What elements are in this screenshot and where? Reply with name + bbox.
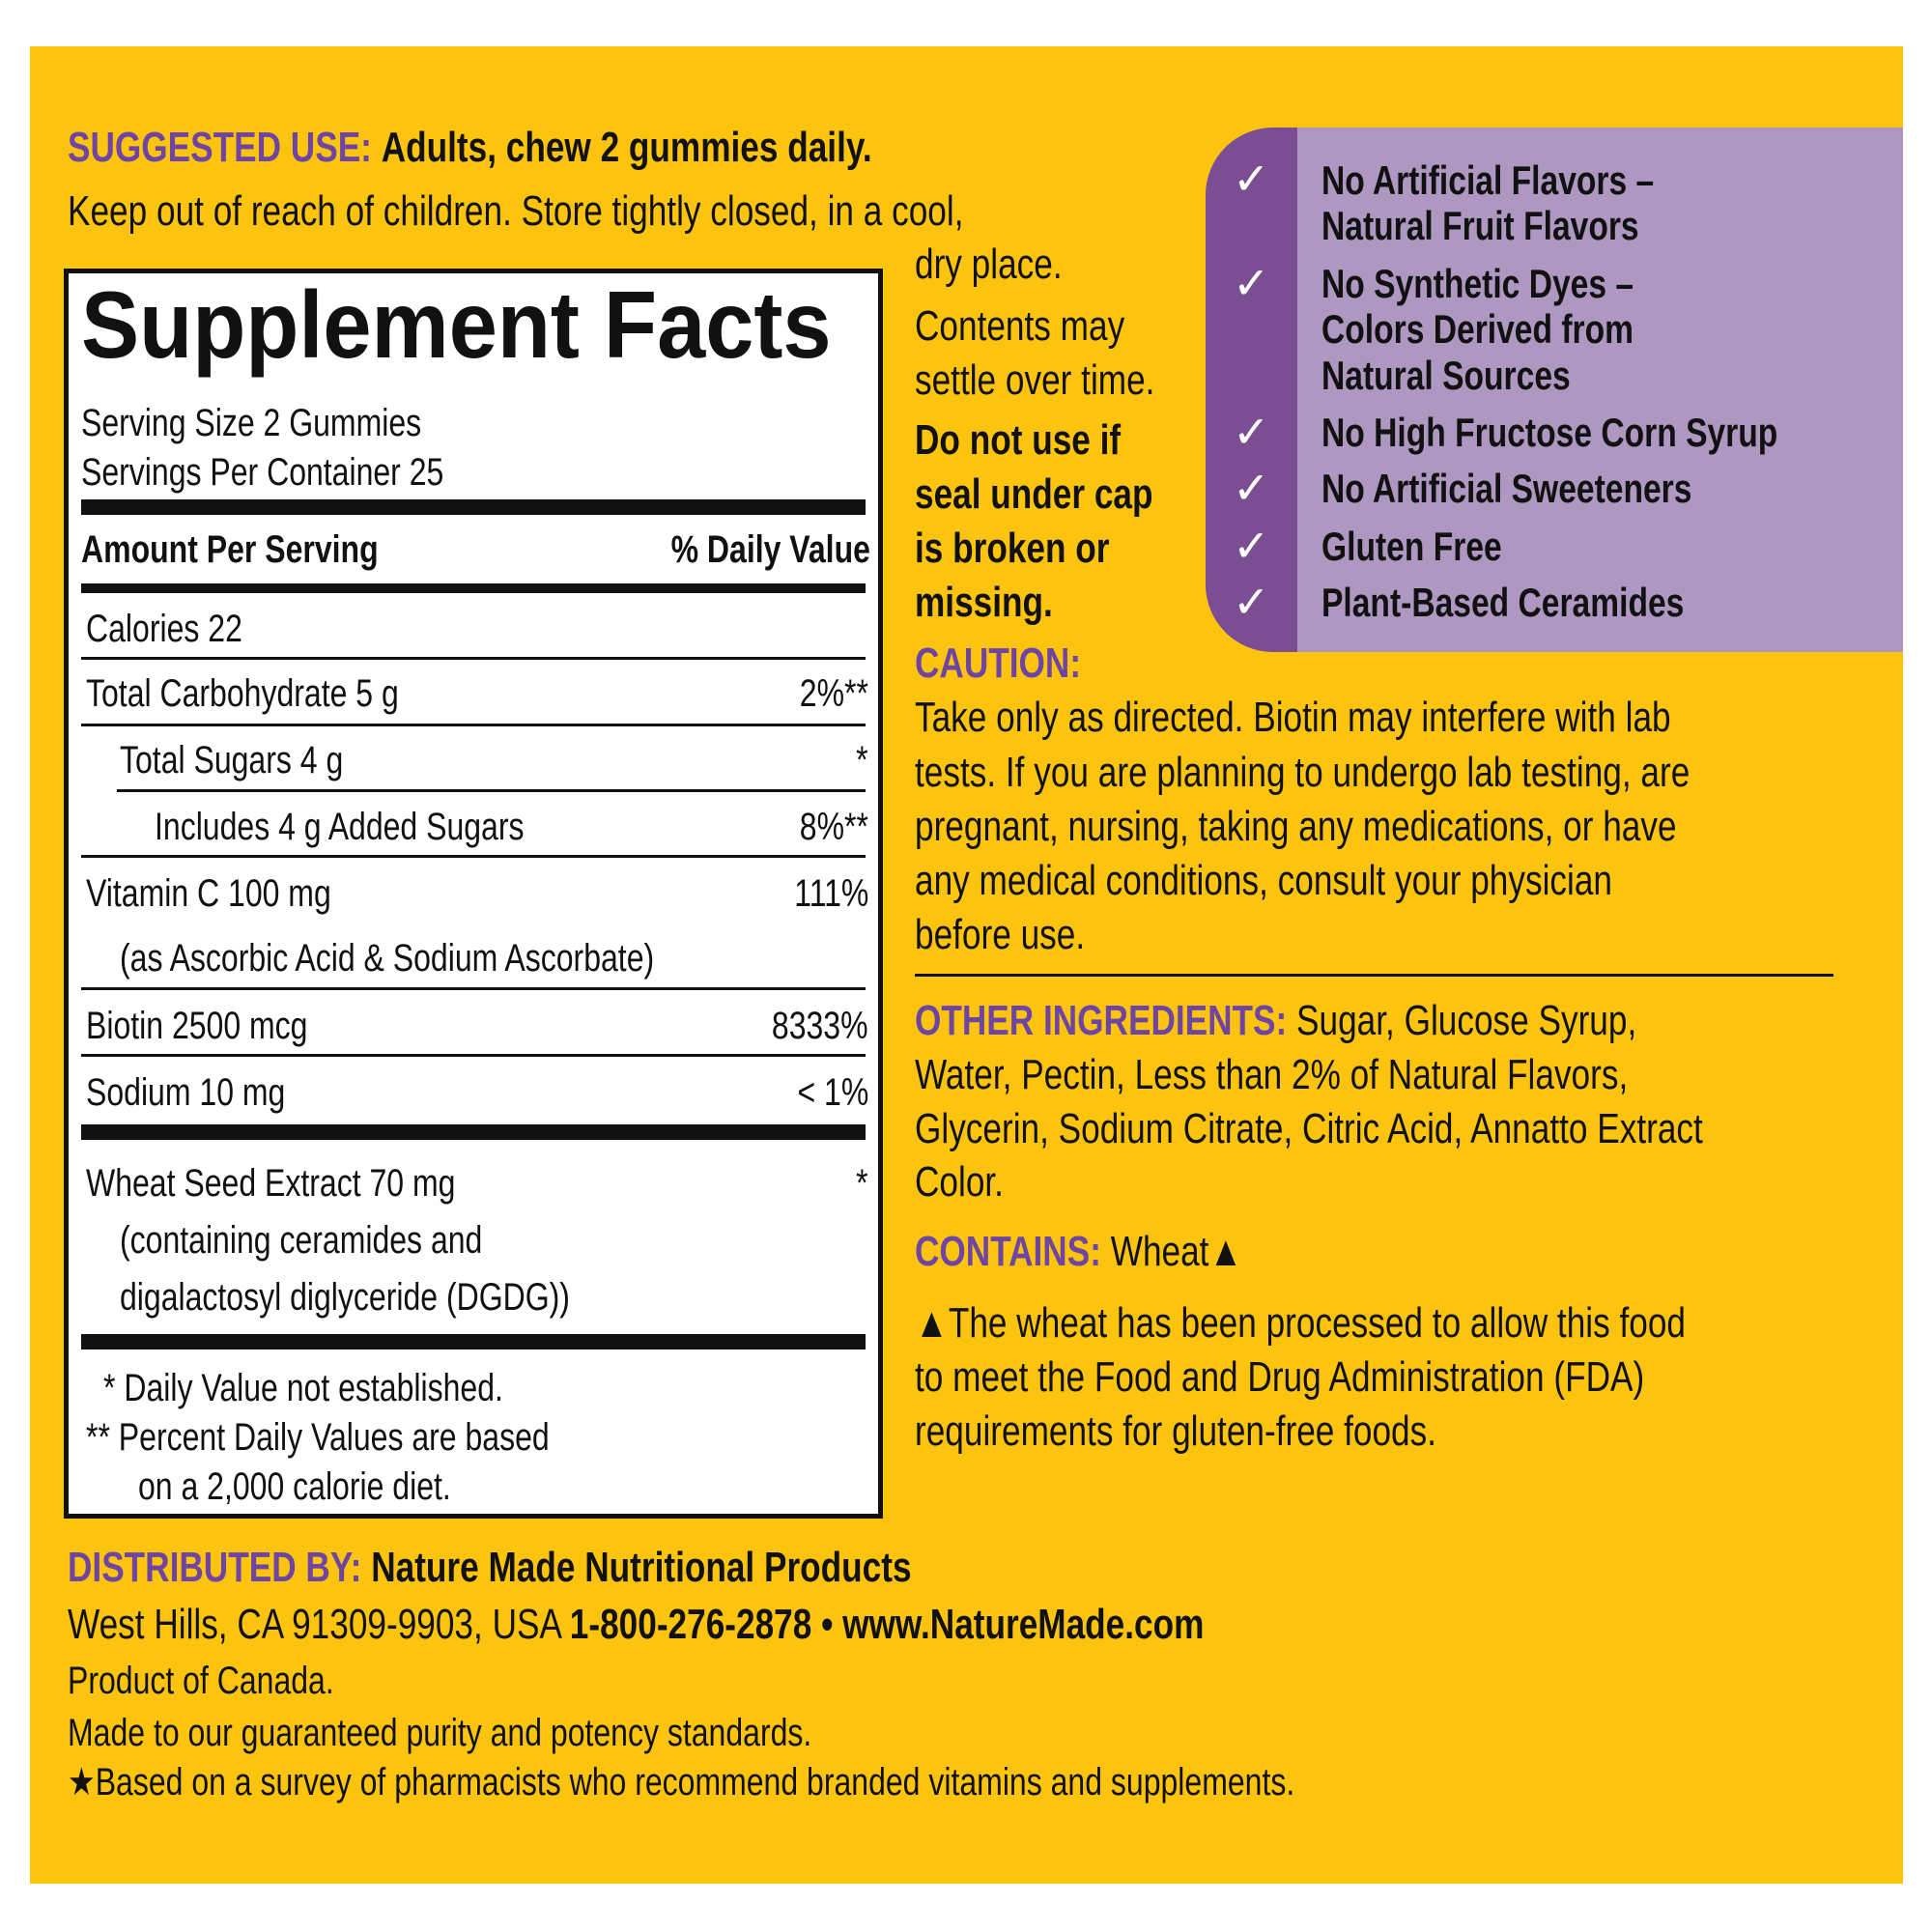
purity-statement: Made to our guaranteed purity and potenc… <box>68 1712 812 1754</box>
wheat-note: requirements for gluten-free foods. <box>915 1407 1437 1455</box>
check-icon: ✓ <box>1233 462 1270 514</box>
other-ingredients-text: Color. <box>915 1158 1004 1206</box>
row-added-sugars-dv: 8%** <box>799 806 868 848</box>
dv-header: % Daily Value <box>670 528 870 571</box>
divider <box>81 987 866 990</box>
wheat-note: ▲The wheat has been processed to allow t… <box>915 1299 1686 1347</box>
claim-text: Natural Sources <box>1321 353 1571 398</box>
divider <box>117 789 866 792</box>
caution-text: tests. If you are planning to undergo la… <box>915 749 1690 796</box>
other-ingredients-text: Water, Pectin, Less than 2% of Natural F… <box>915 1051 1629 1098</box>
check-icon: ✓ <box>1233 576 1270 628</box>
row-calories: Calories 22 <box>86 608 242 650</box>
suggested-use-text: Adults, chew 2 gummies daily. <box>381 124 872 171</box>
row-vitamin-c-source: (as Ascorbic Acid & Sodium Ascorbate) <box>120 937 655 980</box>
check-icon: ✓ <box>1233 257 1270 309</box>
footnote-2: ** Percent Daily Values are based <box>86 1416 550 1459</box>
check-icon: ✓ <box>1233 520 1270 572</box>
survey-footnote: ★Based on a survey of pharmacists who re… <box>68 1761 1295 1804</box>
address-line: West Hills, CA 91309-9903, USA 1-800-276… <box>68 1604 1204 1646</box>
serving-size: Serving Size 2 Gummies <box>81 402 422 444</box>
contains: CONTAINS: Wheat▲ <box>915 1231 1242 1273</box>
row-carbohydrate-dv: 2%** <box>799 672 868 715</box>
divider <box>81 855 866 858</box>
other-ingredients-text: Glycerin, Sodium Citrate, Citric Acid, A… <box>915 1105 1703 1152</box>
address: West Hills, CA 91309-9903, USA <box>68 1601 570 1648</box>
check-icon: ✓ <box>1233 153 1270 205</box>
other-ingredients-label: OTHER INGREDIENTS: <box>915 997 1288 1044</box>
claim-text: No High Fructose Corn Syrup <box>1321 410 1778 455</box>
row-wheat-seed-extract: Wheat Seed Extract 70 mg <box>86 1162 456 1205</box>
caution-text: Take only as directed. Biotin may interf… <box>915 694 1671 741</box>
row-sodium-dv: < 1% <box>797 1071 868 1114</box>
contains-text: Wheat▲ <box>1110 1228 1243 1275</box>
row-sodium: Sodium 10 mg <box>86 1071 286 1114</box>
caution-text: pregnant, nursing, taking any medication… <box>915 803 1677 850</box>
caution-text: any medical conditions, consult your phy… <box>915 857 1612 904</box>
divider-medium <box>81 583 866 593</box>
servings-per-container: Servings Per Container 25 <box>81 451 444 494</box>
section-divider <box>915 974 1833 977</box>
seal-warning: seal under cap <box>915 470 1153 518</box>
divider <box>81 657 866 660</box>
row-biotin: Biotin 2500 mcg <box>86 1005 308 1047</box>
distributed-label: DISTRIBUTED BY: <box>68 1544 362 1591</box>
phone-website: 1-800-276-2878 • www.NatureMade.com <box>569 1601 1205 1648</box>
suggested-use: SUGGESTED USE: Adults, chew 2 gummies da… <box>68 127 872 169</box>
divider <box>81 1054 866 1057</box>
footnote-1: * Daily Value not established. <box>103 1367 503 1409</box>
caution-label: CAUTION: <box>915 639 1082 687</box>
row-vitamin-c: Vitamin C 100 mg <box>86 872 331 915</box>
storage-text-cont: dry place. <box>915 241 1063 288</box>
seal-warning: is broken or <box>915 525 1110 572</box>
claims-panel: ✓ ✓ ✓ ✓ ✓ ✓ No Artificial Flavors – Natu… <box>1206 128 1903 652</box>
claim-text: No Artificial Sweeteners <box>1321 466 1692 511</box>
other-ingredients-text: Sugar, Glucose Syrup, <box>1296 997 1637 1044</box>
claim-text: No Artificial Flavors – <box>1321 157 1655 203</box>
amount-header: Amount Per Serving <box>81 528 379 571</box>
row-wheat-sub2: digalactosyl diglyceride (DGDG)) <box>120 1276 570 1319</box>
claims-strip <box>1206 128 1297 652</box>
row-carbohydrate: Total Carbohydrate 5 g <box>86 672 399 715</box>
row-total-sugars-dv: * <box>856 739 868 781</box>
supplement-facts-panel: Supplement Facts Serving Size 2 Gummies … <box>64 269 883 1519</box>
divider-thick <box>81 499 866 515</box>
check-icon: ✓ <box>1233 406 1270 458</box>
company-name: Nature Made Nutritional Products <box>371 1544 912 1591</box>
footnote-3: on a 2,000 calorie diet. <box>138 1465 451 1508</box>
row-wheat-seed-extract-dv: * <box>856 1162 868 1205</box>
claim-text: Plant-Based Ceramides <box>1321 580 1685 625</box>
settle-text: Contents may <box>915 302 1125 350</box>
claim-text: No Synthetic Dyes – <box>1321 261 1634 306</box>
seal-warning: Do not use if <box>915 416 1122 464</box>
row-biotin-dv: 8333% <box>772 1005 868 1047</box>
divider <box>81 724 866 726</box>
row-total-sugars: Total Sugars 4 g <box>120 739 344 781</box>
facts-title: Supplement Facts <box>81 271 832 378</box>
claim-text: Gluten Free <box>1321 524 1502 569</box>
claim-text: Colors Derived from <box>1321 306 1634 352</box>
seal-warning: missing. <box>915 579 1053 626</box>
claim-text: Natural Fruit Flavors <box>1321 203 1639 248</box>
suggested-use-label: SUGGESTED USE: <box>68 124 372 171</box>
contains-label: CONTAINS: <box>915 1228 1101 1275</box>
divider-thick <box>81 1334 866 1350</box>
other-ingredients: OTHER INGREDIENTS: Sugar, Glucose Syrup, <box>915 1000 1636 1042</box>
row-wheat-sub: (containing ceramides and <box>120 1219 483 1262</box>
divider-thick <box>81 1124 866 1140</box>
product-origin: Product of Canada. <box>68 1660 334 1702</box>
distributed-by: DISTRIBUTED BY: Nature Made Nutritional … <box>68 1547 912 1589</box>
row-added-sugars: Includes 4 g Added Sugars <box>155 806 525 848</box>
wheat-note: to meet the Food and Drug Administration… <box>915 1353 1645 1401</box>
caution-text: before use. <box>915 911 1086 958</box>
storage-text: Keep out of reach of children. Store tig… <box>68 187 964 235</box>
settle-text: settle over time. <box>915 356 1155 404</box>
row-vitamin-c-dv: 111% <box>793 872 868 915</box>
